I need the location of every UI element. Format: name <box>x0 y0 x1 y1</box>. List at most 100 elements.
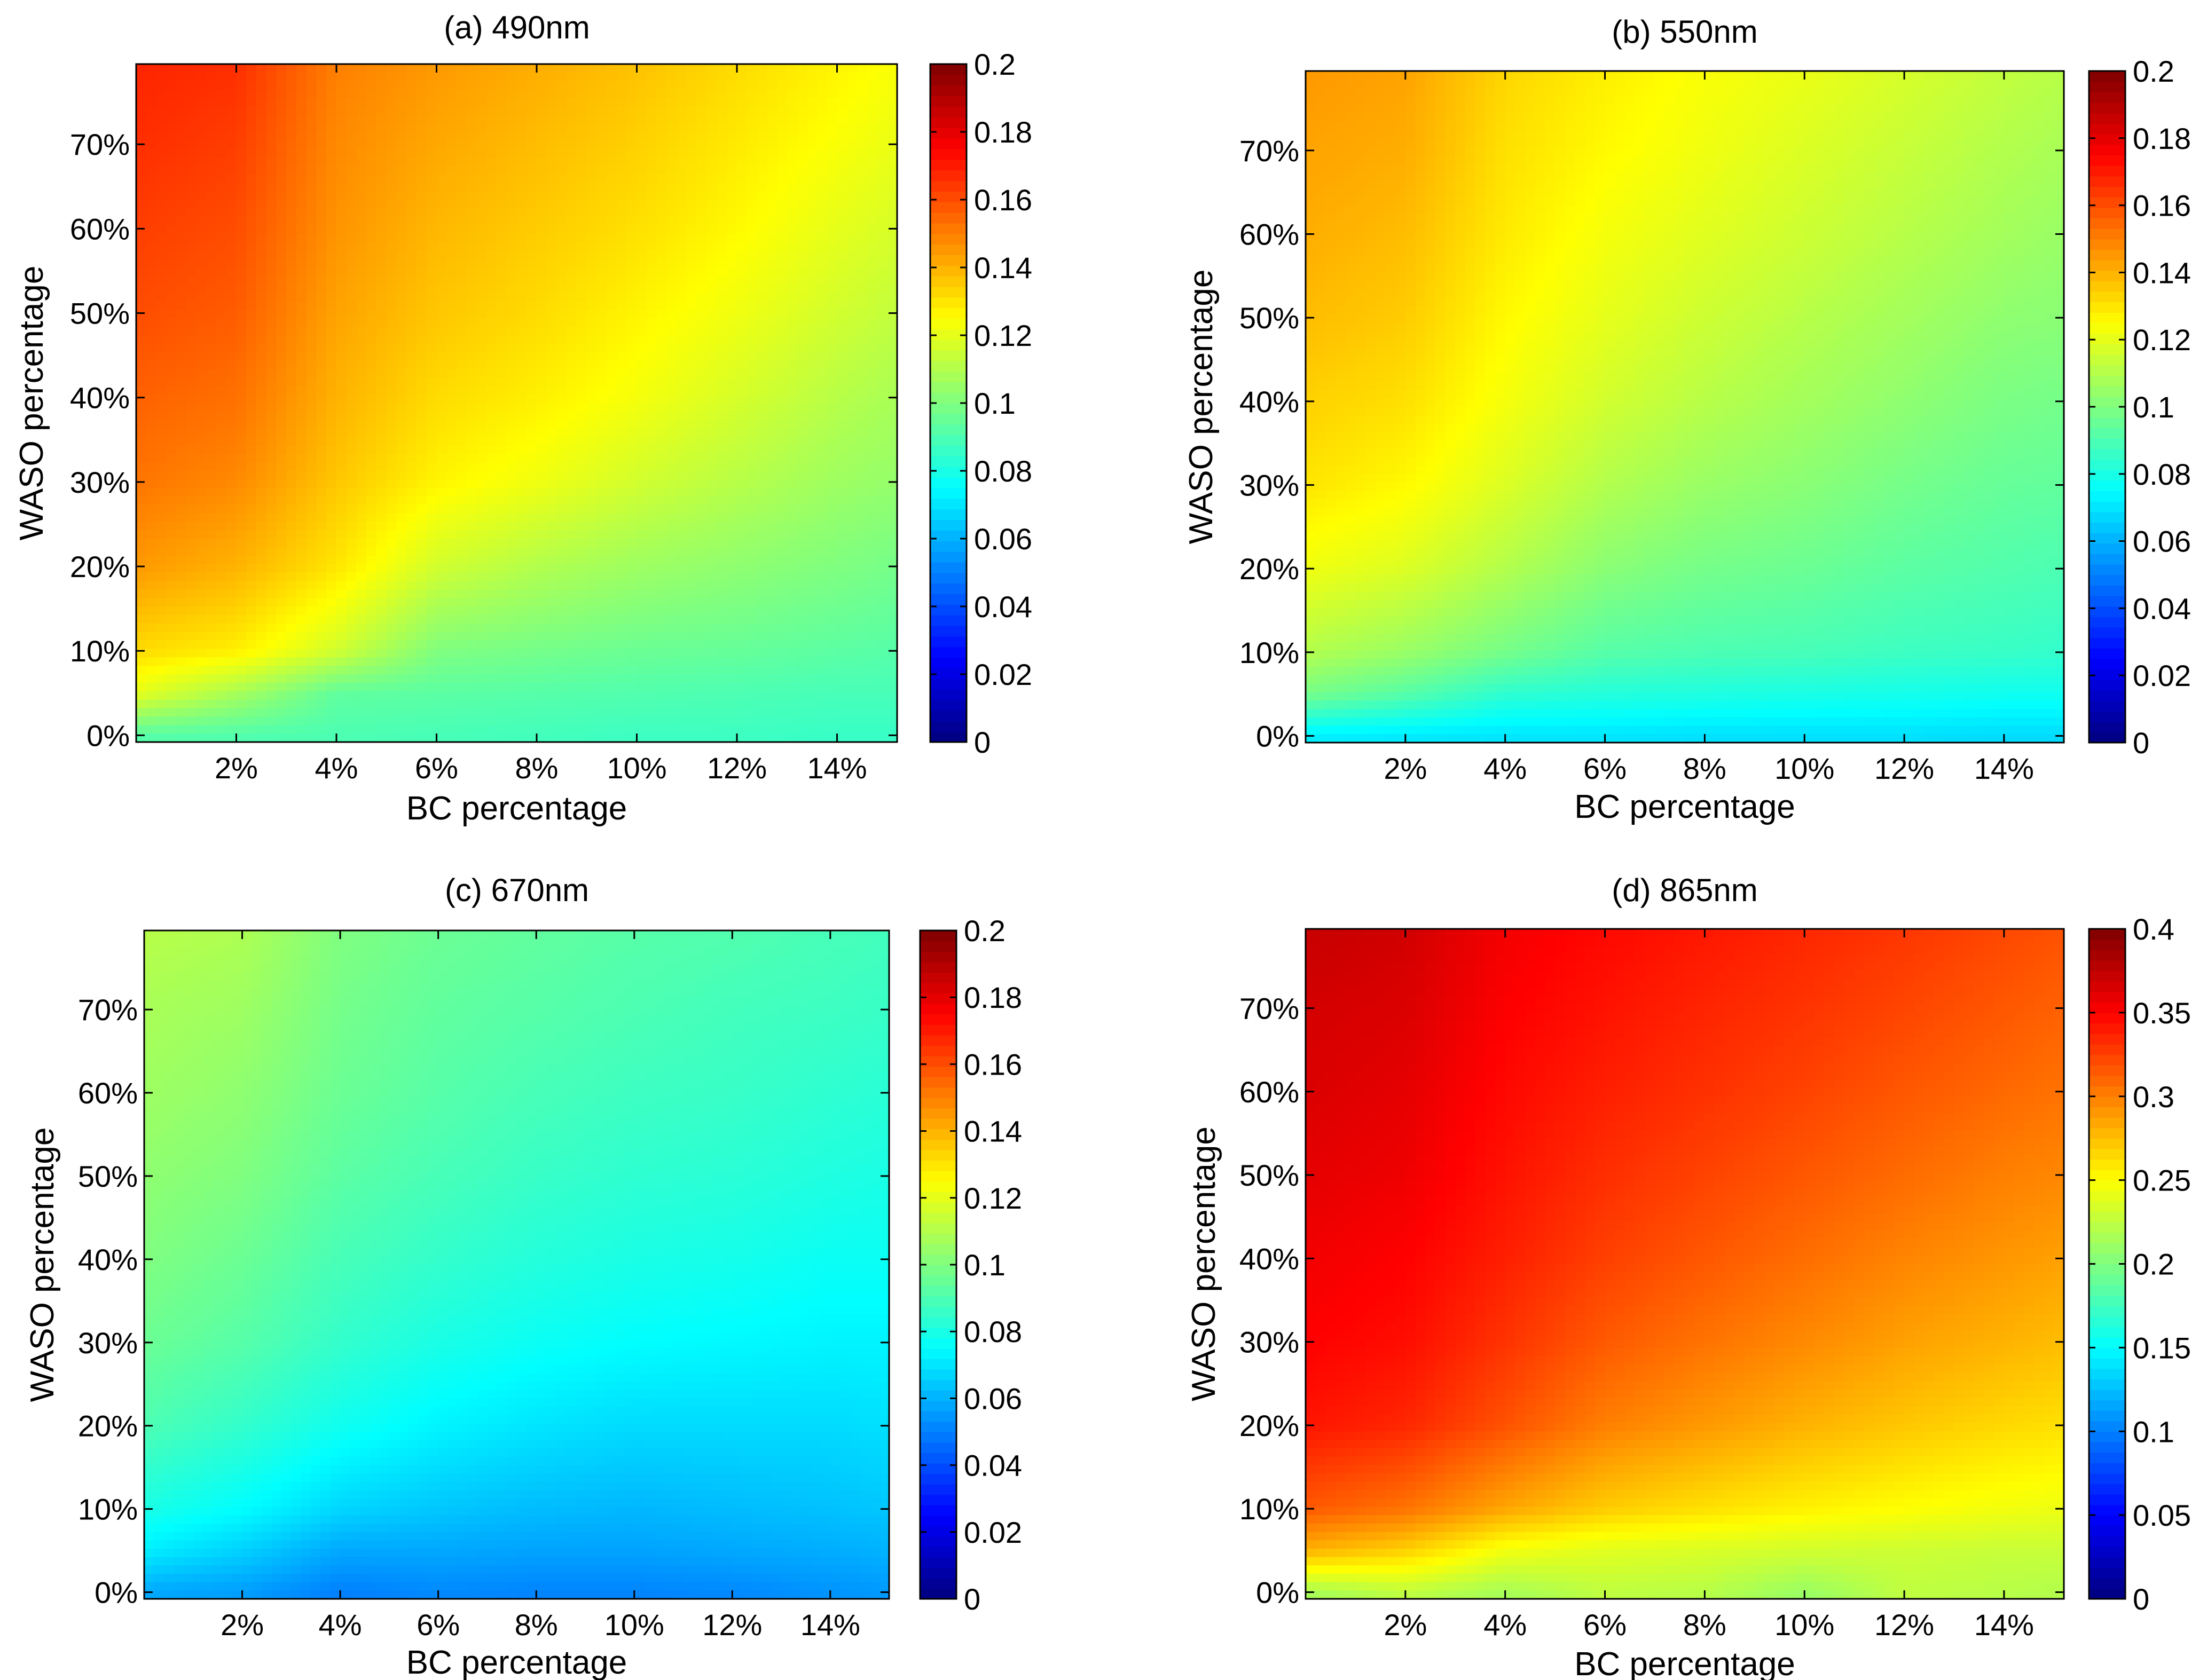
heatmap-cell <box>817 174 828 183</box>
heatmap-cell <box>286 217 297 226</box>
heatmap-cell <box>326 225 337 234</box>
heatmap-cell <box>406 200 417 209</box>
heatmap-cell <box>527 98 537 107</box>
heatmap-cell <box>206 234 217 243</box>
heatmap-cell <box>387 208 397 217</box>
heatmap-cell <box>136 115 147 124</box>
heatmap-cell <box>847 106 858 115</box>
heatmap-cell <box>717 140 728 149</box>
heatmap-cell <box>486 132 497 141</box>
heatmap-cell <box>176 132 187 141</box>
heatmap-cell <box>226 259 237 268</box>
heatmap-cell <box>827 208 838 217</box>
heatmap-cell <box>607 200 617 209</box>
heatmap-cell <box>256 123 267 132</box>
heatmap-cell <box>557 225 568 234</box>
heatmap-cell <box>216 64 227 73</box>
heatmap-cell <box>837 149 848 158</box>
heatmap-cell <box>286 242 297 251</box>
heatmap-cell <box>197 115 207 124</box>
heatmap-cell <box>817 234 828 243</box>
heatmap-cell <box>707 183 718 192</box>
heatmap-cell <box>847 90 858 99</box>
heatmap-cell <box>277 183 287 192</box>
heatmap-cell <box>417 81 427 90</box>
heatmap-cell <box>677 208 688 217</box>
heatmap-cell <box>687 106 697 115</box>
heatmap-cell <box>387 98 397 107</box>
heatmap-cell <box>417 234 427 243</box>
heatmap-cell <box>867 234 878 243</box>
heatmap-cell <box>647 73 657 82</box>
heatmap-cell <box>357 208 367 217</box>
heatmap-cell <box>467 140 477 149</box>
heatmap-cell <box>266 174 277 183</box>
heatmap-cell <box>156 234 167 243</box>
heatmap-cell <box>667 166 678 175</box>
heatmap-cell <box>637 250 648 259</box>
heatmap-cell <box>867 174 878 183</box>
heatmap-cell <box>567 234 577 243</box>
heatmap-cell <box>166 140 177 149</box>
heatmap-cell <box>667 208 678 217</box>
heatmap-cell <box>577 208 587 217</box>
heatmap-cell <box>357 242 367 251</box>
heatmap-cell <box>537 106 547 115</box>
heatmap-cell <box>406 140 417 149</box>
heatmap-cell <box>477 174 488 183</box>
heatmap-cell <box>256 73 267 82</box>
heatmap-cell <box>727 90 737 99</box>
heatmap-cell <box>136 73 147 82</box>
heatmap-cell <box>787 242 798 251</box>
heatmap-cell <box>206 250 217 259</box>
heatmap-cell <box>216 200 227 209</box>
heatmap-cell <box>747 242 758 251</box>
heatmap-cell <box>146 149 157 158</box>
heatmap-cell <box>467 123 477 132</box>
heatmap-cell <box>687 140 697 149</box>
heatmap-cell <box>497 73 507 82</box>
heatmap-cell <box>307 225 317 234</box>
heatmap-cell <box>417 90 427 99</box>
heatmap-cell <box>597 191 608 200</box>
heatmap-cell <box>326 140 337 149</box>
heatmap-cell <box>727 140 737 149</box>
heatmap-cell <box>757 174 768 183</box>
heatmap-cell <box>176 73 187 82</box>
heatmap-cell <box>827 234 838 243</box>
heatmap-cell <box>637 166 648 175</box>
heatmap-cell <box>497 200 507 209</box>
heatmap-cell <box>787 115 798 124</box>
heatmap-cell <box>406 166 417 175</box>
heatmap-cell <box>146 106 157 115</box>
heatmap-cell <box>246 234 257 243</box>
heatmap-cell <box>867 157 878 167</box>
heatmap-cell <box>307 191 317 200</box>
heatmap-cell <box>206 157 217 167</box>
heatmap-cell <box>677 166 688 175</box>
heatmap-cell <box>787 200 798 209</box>
heatmap-cell <box>237 208 247 217</box>
heatmap-cell <box>787 149 798 158</box>
heatmap-cell <box>537 166 547 175</box>
heatmap-cell <box>587 200 598 209</box>
heatmap-cell <box>777 191 788 200</box>
heatmap-cell <box>336 217 347 226</box>
heatmap-cell <box>326 259 337 268</box>
heatmap-cell <box>657 140 667 149</box>
heatmap-cell <box>867 217 878 226</box>
heatmap-cell <box>787 191 798 200</box>
heatmap-cell <box>777 242 788 251</box>
heatmap-cell <box>737 149 748 158</box>
heatmap-cell <box>777 157 788 167</box>
heatmap-cell <box>807 90 818 99</box>
heatmap-cell <box>717 90 728 99</box>
heatmap-cell <box>136 208 147 217</box>
heatmap-cell <box>186 242 197 251</box>
heatmap-cell <box>527 208 537 217</box>
heatmap-cell <box>437 157 447 167</box>
heatmap-cell <box>366 106 377 115</box>
heatmap-cell <box>667 200 678 209</box>
heatmap-cell <box>326 106 337 115</box>
heatmap-cell <box>486 140 497 149</box>
